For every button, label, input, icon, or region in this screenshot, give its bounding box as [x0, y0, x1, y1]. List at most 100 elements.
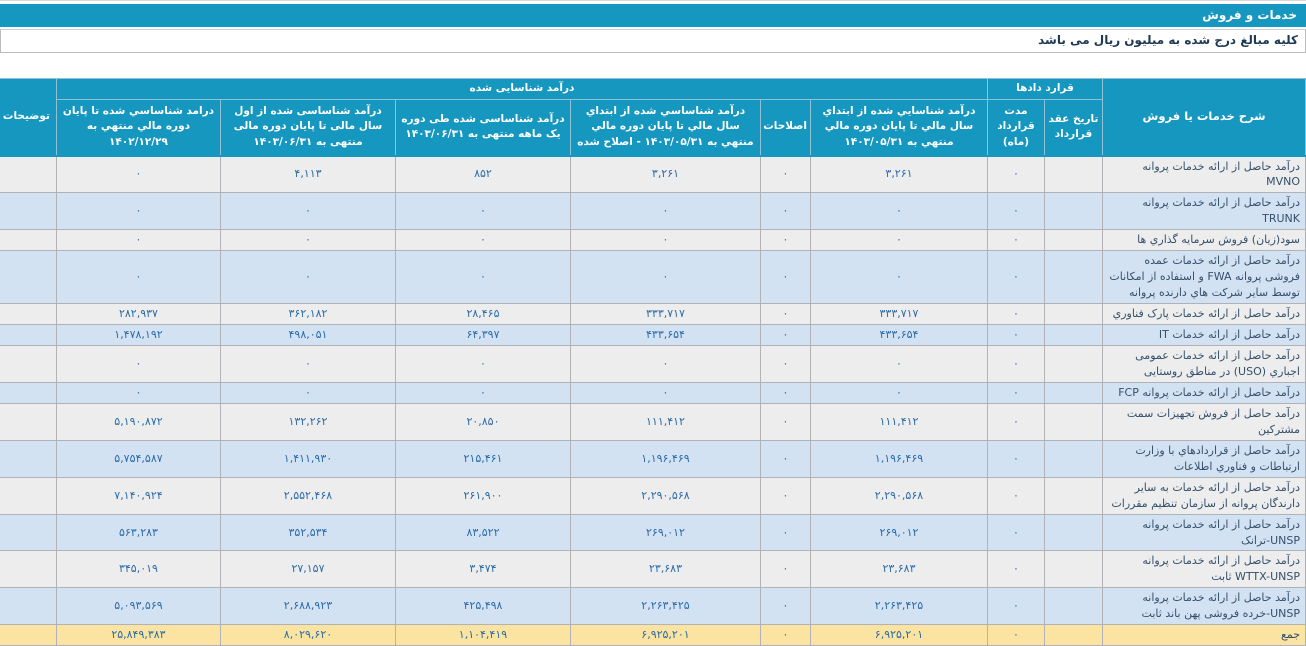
- table-row: درآمد حاصل از فروش تجهیزات سمت مشترکین ۰ ۱…: [0, 402, 1306, 441]
- revenue-value-cell: ۰: [55, 250, 221, 305]
- revenue-value-cell: ۰: [759, 250, 811, 305]
- total-row: جمع ۰ ۶,۹۲۵,۲۰۱ ۰ ۶,۹۲۵,۲۰۱ ۱,۱۰۴,۴۱۹ ۸,۰۲۹,۶۲…: [0, 624, 1306, 646]
- service-description-cell: درآمد حاصل از ارائه خدمات عمومی اجباري (…: [1102, 345, 1306, 383]
- notes-cell: [0, 439, 57, 478]
- service-description-cell: درآمد حاصل از ارائه خدمات به سایر دارندگ…: [1102, 476, 1306, 515]
- service-description-cell: درآمد حاصل از ارائه خدمات عمده فروشی پرو…: [1102, 250, 1306, 305]
- header-notes: توضیحات: [0, 78, 57, 156]
- revenue-value-cell: ۲۰,۸۵۰: [394, 402, 571, 441]
- revenue-value-cell: ۰: [219, 192, 396, 231]
- contract-date-cell: [1044, 513, 1103, 552]
- revenue-value-cell: ۰: [759, 624, 811, 646]
- contract-duration-cell: ۰: [986, 624, 1046, 646]
- revenue-value-cell: ۰: [809, 192, 988, 231]
- header-service-description: شرح خدمات یا فروش: [1102, 78, 1306, 156]
- revenue-value-cell: ۵۶۳,۲۸۳: [55, 513, 221, 552]
- service-description-cell: درآمد حاصل از ارائه خدمات پروانه MVNO: [1102, 154, 1306, 194]
- table-row: درآمد حاصل از ارائه خدمات عمومی اجباري (…: [0, 345, 1306, 383]
- revenue-value-cell: ۳۶۲,۱۸۲: [219, 303, 396, 326]
- revenue-value-cell: ۶,۹۲۵,۲۰۱: [569, 624, 761, 646]
- revenue-value-cell: ۴۳۳,۶۵۴: [809, 324, 988, 347]
- table-row: درآمد حاصل از ارائه خدمات پروانه UNSP-خر…: [0, 587, 1306, 626]
- revenue-value-cell: ۰: [569, 229, 761, 252]
- revenue-value-cell: ۸,۰۲۹,۶۲۰: [219, 624, 396, 646]
- revenue-value-cell: ۱۱۱,۴۱۲: [569, 402, 761, 441]
- contract-duration-cell: ۰: [986, 154, 1046, 194]
- revenue-value-cell: ۰: [759, 550, 811, 589]
- revenue-value-cell: ۲,۲۹۰,۵۶۸: [569, 476, 761, 515]
- revenue-value-cell: ۲,۲۶۳,۴۲۵: [569, 587, 761, 626]
- revenue-value-cell: ۰: [759, 303, 811, 326]
- contract-duration-cell: ۰: [986, 192, 1046, 231]
- notes-cell: [0, 476, 57, 515]
- contract-date-cell: [1044, 229, 1103, 252]
- table-body: درآمد حاصل از ارائه خدمات پروانه MVNO ۰ ۳,…: [0, 154, 1306, 646]
- revenue-value-cell: ۳,۲۶۱: [569, 154, 761, 194]
- section-title-bar: خدمات و فروش: [0, 4, 1306, 27]
- revenue-value-cell: ۰: [759, 402, 811, 441]
- service-description-cell: درآمد حاصل از ارائه خدمات پروانه TRUNK: [1102, 192, 1306, 231]
- revenue-value-cell: ۴,۱۱۳: [219, 154, 396, 194]
- notes-cell: [0, 345, 57, 383]
- notes-cell: [0, 154, 57, 194]
- header-contracts-group: قرارد دادها: [986, 78, 1104, 100]
- revenue-value-cell: ۲۱۵,۴۶۱: [394, 439, 571, 478]
- revenue-value-cell: ۳۵۲,۵۳۴: [219, 513, 396, 552]
- contract-duration-cell: ۰: [986, 345, 1046, 383]
- table-row: سود(زیان) فروش سرمایه گذاري ها ۰ ۰ ۰ ۰ ۰ ۰ ۰: [0, 229, 1306, 252]
- revenue-value-cell: ۰: [759, 345, 811, 383]
- contract-duration-cell: ۰: [986, 250, 1046, 305]
- notes-cell: [0, 402, 57, 441]
- revenue-value-cell: ۰: [55, 345, 221, 383]
- table-row: درآمد حاصل از ارائه خدمات پروانه MVNO ۰ ۳,…: [0, 154, 1306, 194]
- revenue-value-cell: ۱۱۱,۴۱۲: [809, 402, 988, 441]
- header-contract-duration: مدت قرارداد (ماه): [986, 99, 1046, 156]
- revenue-value-cell: ۰: [759, 381, 811, 404]
- revenue-value-cell: ۱,۱۹۶,۴۶۹: [809, 439, 988, 478]
- revenue-value-cell: ۵,۱۹۰,۸۷۲: [55, 402, 221, 441]
- table-row: درآمد حاصل از ارائه خدمات پروانه UNSP-تر…: [0, 513, 1306, 552]
- currency-note-text: کلیه مبالغ درج شده به میلیون ریال می باش…: [1038, 33, 1298, 47]
- revenue-value-cell: ۰: [809, 250, 988, 305]
- top-divider: [0, 0, 1306, 4]
- revenue-value-cell: ۰: [394, 229, 571, 252]
- section-title: خدمات و فروش: [1202, 8, 1297, 22]
- contract-date-cell: [1044, 324, 1103, 347]
- revenue-value-cell: ۱,۱۹۶,۴۶۹: [569, 439, 761, 478]
- revenue-value-cell: ۰: [759, 192, 811, 231]
- revenue-value-cell: ۱,۴۷۸,۱۹۲: [55, 324, 221, 347]
- revenue-value-cell: ۲۷,۱۵۷: [219, 550, 396, 589]
- revenue-value-cell: ۱,۴۱۱,۹۳۰: [219, 439, 396, 478]
- table-row: درآمد حاصل از ارائه خدمات IT ۰ ۴۳۳,۶۵۴ ۰ ۴۳۳…: [0, 324, 1306, 347]
- contract-date-cell: [1044, 345, 1103, 383]
- revenue-value-cell: ۲۳,۶۸۳: [809, 550, 988, 589]
- contract-date-cell: [1044, 192, 1103, 231]
- revenue-value-cell: ۵,۷۵۴,۵۸۷: [55, 439, 221, 478]
- revenue-value-cell: ۱۳۲,۲۶۲: [219, 402, 396, 441]
- revenue-value-cell: ۰: [569, 250, 761, 305]
- header-rev-to-1403-05-31-adjusted: درآمد شناساسي شده از ابتداي سال مالي تا …: [569, 99, 761, 156]
- revenue-value-cell: ۰: [759, 324, 811, 347]
- revenue-value-cell: ۲,۲۶۳,۴۲۵: [809, 587, 988, 626]
- contract-date-cell: [1044, 439, 1103, 478]
- revenue-value-cell: ۰: [394, 381, 571, 404]
- table-row: درآمد حاصل از ارائه خدمات پروانه TRUNK ۰ ۰…: [0, 192, 1306, 231]
- contract-duration-cell: ۰: [986, 324, 1046, 347]
- header-rev-to-1402-12-29: درامد شناساسي شده تا پايان دوره مالي منت…: [55, 99, 221, 156]
- notes-cell: [0, 624, 57, 646]
- revenue-value-cell: ۰: [759, 476, 811, 515]
- revenue-value-cell: ۳۳۳,۷۱۷: [569, 303, 761, 326]
- revenue-value-cell: ۰: [394, 345, 571, 383]
- contract-date-cell: [1044, 550, 1103, 589]
- service-description-cell: درآمد حاصل از ارائه خدمات پارک فناوري: [1102, 303, 1306, 326]
- contract-date-cell: [1044, 250, 1103, 305]
- revenue-value-cell: ۰: [55, 154, 221, 194]
- revenue-value-cell: ۰: [219, 250, 396, 305]
- notes-cell: [0, 250, 57, 305]
- revenue-value-cell: ۳۴۵,۰۱۹: [55, 550, 221, 589]
- contract-date-cell: [1044, 624, 1103, 646]
- revenue-value-cell: ۲,۲۹۰,۵۶۸: [809, 476, 988, 515]
- header-rev-ytd-1403-06-31: درآمد شناساسی شده از اول سال مالی تا پای…: [219, 99, 396, 156]
- revenue-value-cell: ۱,۱۰۴,۴۱۹: [394, 624, 571, 646]
- contract-date-cell: [1044, 303, 1103, 326]
